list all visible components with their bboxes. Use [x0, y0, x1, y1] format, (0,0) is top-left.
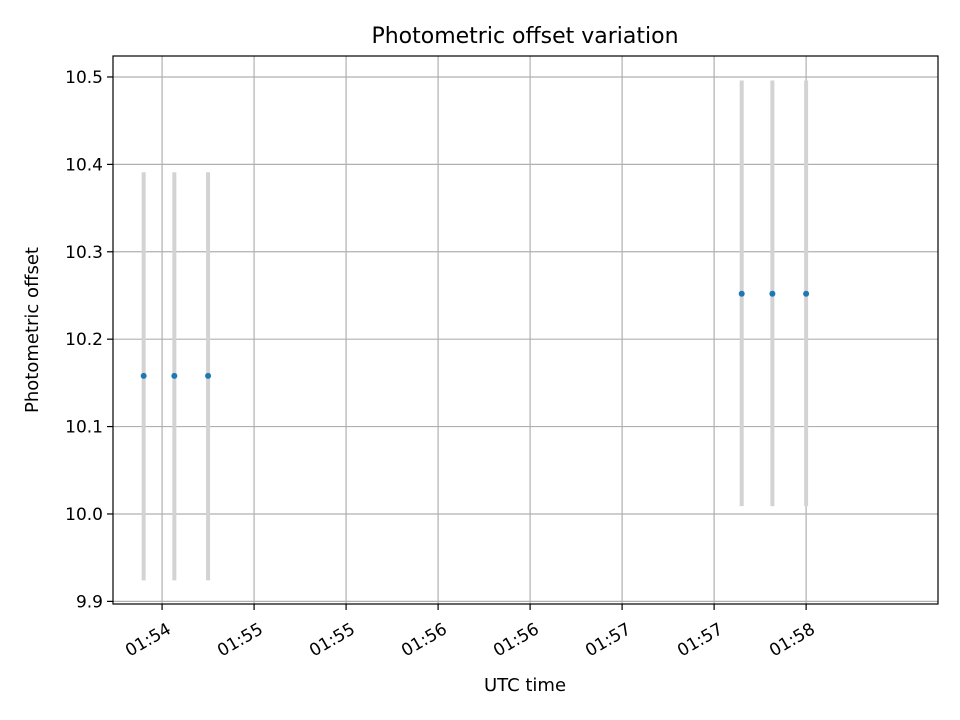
- data-point: [769, 290, 776, 297]
- y-tick-label: 10.1: [65, 418, 103, 438]
- y-tick-label: 10.2: [65, 330, 103, 350]
- y-axis-ticks: 9.9 10.0 10.1 10.2 10.3 10.4 10.5: [65, 68, 113, 612]
- data-points: [140, 290, 810, 379]
- data-point: [738, 290, 745, 297]
- y-tick-label: 10.3: [65, 243, 103, 263]
- y-tick-label: 10.4: [65, 155, 103, 175]
- x-axis-label: UTC time: [484, 675, 566, 696]
- y-tick-label: 9.9: [76, 592, 103, 612]
- y-axis-label: Photometric offset: [22, 247, 43, 413]
- data-point: [171, 372, 178, 379]
- y-tick-label: 10.5: [65, 68, 103, 88]
- plot-frame: [112, 55, 939, 605]
- chart-title: Photometric offset variation: [371, 24, 678, 49]
- y-tick-label: 10.0: [65, 505, 103, 525]
- data-point: [205, 372, 212, 379]
- data-point: [140, 372, 147, 379]
- data-point: [803, 290, 810, 297]
